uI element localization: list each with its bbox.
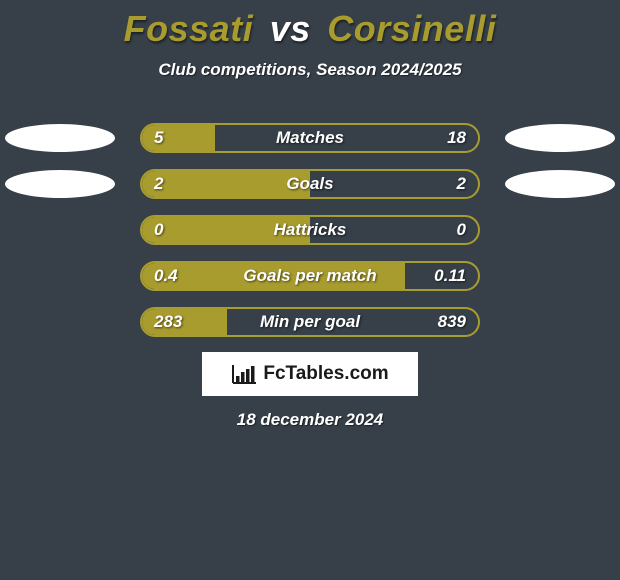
stat-row: 00Hattricks xyxy=(0,210,620,256)
player1-ellipse xyxy=(5,124,115,152)
bar-chart-icon xyxy=(231,363,257,385)
stat-row: 0.40.11Goals per match xyxy=(0,256,620,302)
stat-label: Min per goal xyxy=(142,309,478,335)
stat-label: Goals xyxy=(142,171,478,197)
subtitle: Club competitions, Season 2024/2025 xyxy=(0,60,620,80)
player1-ellipse xyxy=(5,170,115,198)
stat-row: 283839Min per goal xyxy=(0,302,620,348)
title: Fossati vs Corsinelli xyxy=(0,0,620,50)
stat-bar: 22Goals xyxy=(140,169,480,199)
player2-ellipse xyxy=(505,124,615,152)
stat-row: 518Matches xyxy=(0,118,620,164)
stat-label: Matches xyxy=(142,125,478,151)
stat-label: Hattricks xyxy=(142,217,478,243)
date-text: 18 december 2024 xyxy=(0,410,620,430)
vs-text: vs xyxy=(270,8,311,49)
infographic-root: Fossati vs Corsinelli Club competitions,… xyxy=(0,0,620,580)
stat-row: 22Goals xyxy=(0,164,620,210)
stat-bar: 00Hattricks xyxy=(140,215,480,245)
stat-bar: 283839Min per goal xyxy=(140,307,480,337)
stat-bar: 0.40.11Goals per match xyxy=(140,261,480,291)
player2-name: Corsinelli xyxy=(327,8,496,49)
brand-text: FcTables.com xyxy=(263,363,388,385)
brand-box: FcTables.com xyxy=(202,352,418,396)
comparison-chart: 518Matches 22Goals 00Hattricks 0.40.11Goals… xyxy=(0,118,620,348)
player2-ellipse xyxy=(505,170,615,198)
stat-label: Goals per match xyxy=(142,263,478,289)
player1-name: Fossati xyxy=(124,8,254,49)
stat-bar: 518Matches xyxy=(140,123,480,153)
